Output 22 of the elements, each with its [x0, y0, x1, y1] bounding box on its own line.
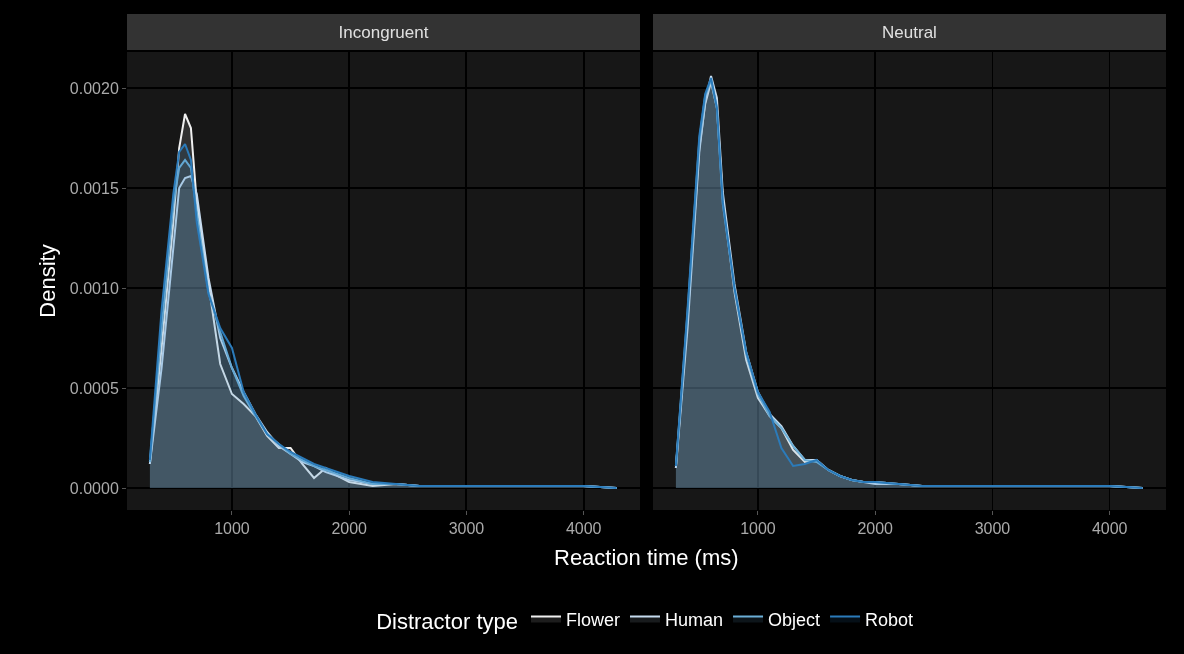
x-tick-label: 4000 [565, 520, 602, 538]
x-tick-label: 4000 [1091, 520, 1128, 538]
y-tick-label: 0.0000 [69, 479, 119, 497]
x-tick-label: 1000 [214, 520, 250, 538]
y-tick-label: 0.0005 [69, 379, 119, 397]
y-tick-label: 0.0020 [69, 79, 119, 97]
y-axis-title: Density [34, 244, 60, 318]
x-tick-label: 2000 [857, 520, 894, 538]
legend-title: Distractor type [376, 609, 518, 635]
chart-title: Incongruent [338, 22, 429, 42]
legend-label: Flower [565, 609, 620, 630]
y-tick-label: 0.0015 [69, 179, 119, 197]
x-tick-label: 3000 [448, 520, 485, 538]
x-tick-label: 1000 [740, 520, 776, 538]
legend-label: Robot [865, 609, 914, 630]
x-tick-label: 2000 [331, 520, 368, 538]
y-tick-label: 0.0010 [69, 279, 119, 297]
chart-title: Neutral [882, 22, 937, 42]
x-tick-label: 3000 [974, 520, 1011, 538]
x-axis-title: Reaction time (ms) [554, 545, 739, 570]
legend-label: Object [768, 609, 821, 630]
legend-label: Human [665, 609, 724, 630]
